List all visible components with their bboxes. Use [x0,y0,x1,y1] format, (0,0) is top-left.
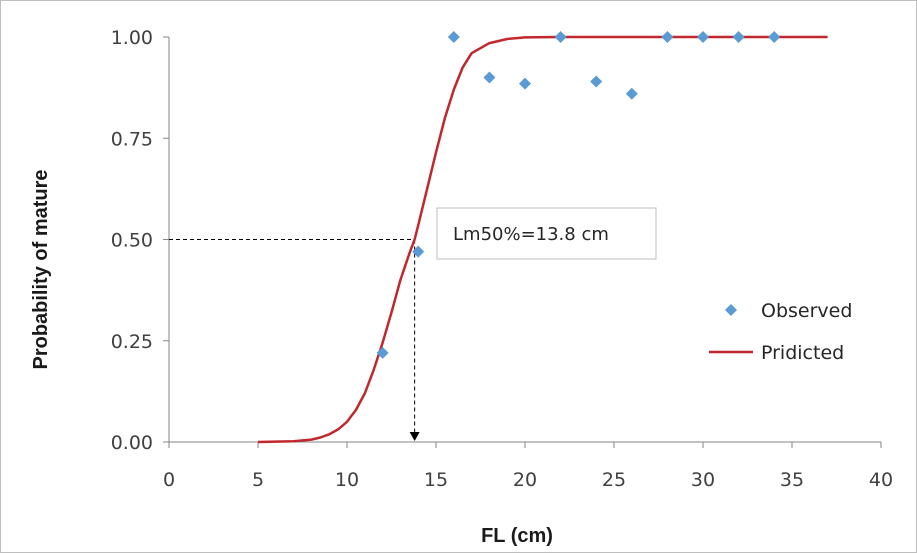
x-tick-label: 40 [869,469,893,491]
y-tick-label: 0.00 [111,432,153,454]
observed-point [554,31,567,43]
annotation-label: Lm50%=13.8 cm [453,224,609,245]
observed-point [519,77,531,90]
legend-observed-label: Observed [761,300,852,322]
observed-point [376,346,389,359]
x-tick-label: 5 [252,469,264,491]
x-axis-title: FL (cm) [481,525,553,547]
y-axis-title: Probability of mature [30,169,52,369]
x-tick-label: 10 [335,469,359,491]
legend-observed-marker [725,304,737,316]
x-tick-label: 15 [424,469,448,491]
x-tick-label: 20 [513,469,537,491]
x-tick-label: 30 [691,469,715,491]
x-tick-label: 25 [602,469,626,491]
observed-point [590,75,603,88]
x-tick-label: 35 [780,469,804,491]
annotation-box [436,207,657,260]
predicted-curve [257,35,828,444]
arrow-head-icon [409,432,420,441]
observed-point [447,31,460,43]
observed-point [697,31,709,43]
legend-predicted-label: Pridicted [761,342,844,364]
observed-point [483,71,496,84]
observed-point [732,31,745,43]
observed-point [768,31,781,43]
y-tick-label: 0.75 [111,128,153,150]
y-tick-label: 0.50 [111,230,153,252]
observed-point [412,245,425,258]
x-tick-label: 0 [163,469,175,491]
observed-point [661,31,674,43]
y-tick-label: 1.00 [111,27,153,49]
observed-point [625,87,638,100]
y-tick-label: 0.25 [111,331,153,353]
